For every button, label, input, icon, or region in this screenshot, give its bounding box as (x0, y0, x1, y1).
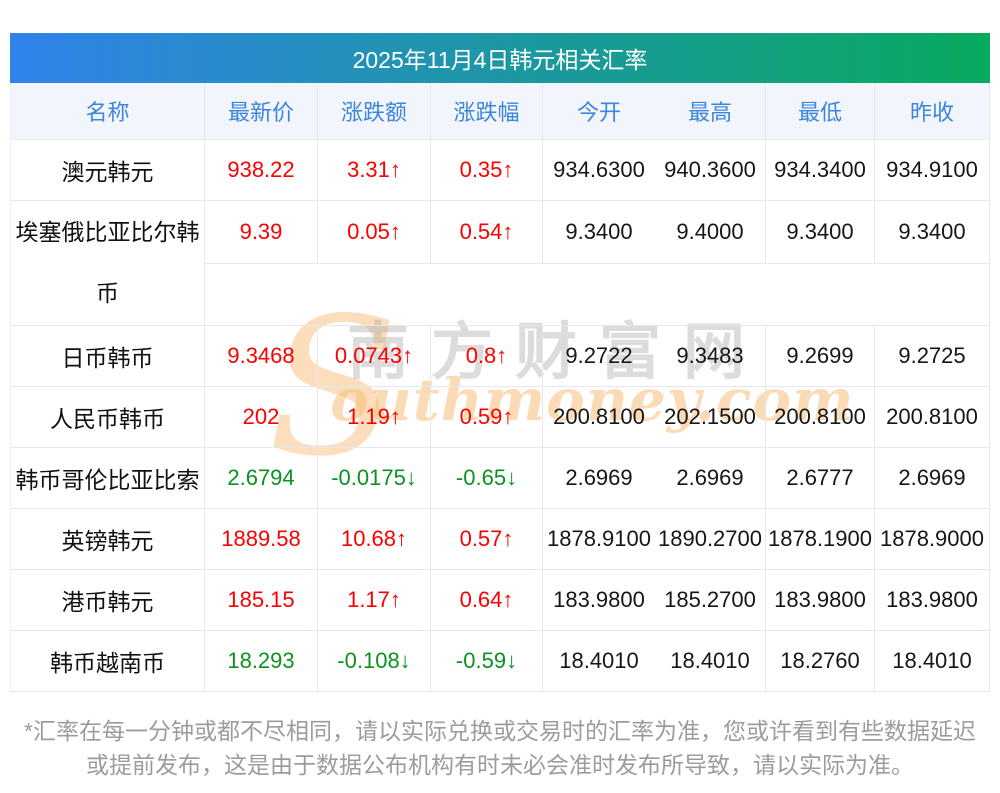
last-price-cell: 1889.58 (205, 509, 318, 569)
header-cell: 最低 (766, 83, 875, 139)
open-cell: 1878.9100 (547, 526, 651, 551)
change-amount-cell: 1.17↑ (318, 570, 431, 630)
last-price-cell: 185.15 (205, 570, 318, 630)
name-cell: 澳元韩元 (11, 140, 205, 200)
low-cell: 9.3400 (766, 201, 875, 263)
high-cell: 18.4010 (655, 631, 766, 691)
open-cell: 9.3400 (565, 219, 633, 244)
table-row: 英镑韩元 1889.58 10.68↑ 0.57↑ 1878.9100 1890.2700… (11, 509, 989, 570)
table-row: 人民币韩币 202 1.19↑ 0.59↑ 200.8100 202.1500 200.81… (11, 387, 989, 448)
low-cell: 934.3400 (766, 140, 875, 200)
change-percent-cell: 0.64↑ (431, 570, 543, 630)
header-cell: 昨收 (909, 100, 954, 125)
last-price-cell: 2.6794 (205, 448, 318, 508)
header-cell: 最新价 (205, 83, 318, 139)
prev-close-cell: 934.9100 (886, 157, 978, 182)
name-cell: 港币韩元 (11, 570, 205, 630)
name-cell: 日币韩币 (11, 326, 205, 386)
low-cell: 200.8100 (766, 387, 875, 447)
high-cell: 1890.2700 (655, 509, 766, 569)
open-cell: 934.6300 (553, 157, 645, 182)
high-cell: 202.1500 (655, 387, 766, 447)
table-row: 韩币越南币 18.293 -0.108↓ -0.59↓ 18.4010 18.4010 18… (11, 631, 989, 692)
low-cell: 9.2699 (766, 326, 875, 386)
header-cell: 最高 (655, 83, 766, 139)
high-cell: 9.3483 (655, 326, 766, 386)
change-percent-cell: 0.57↑ (431, 509, 543, 569)
name-cell: 英镑韩元 (11, 509, 205, 569)
high-cell: 2.6969 (655, 448, 766, 508)
change-amount-cell: 0.0743↑ (318, 326, 431, 386)
name-cell: 韩币哥伦比亚比索 (11, 448, 205, 508)
page-title: 2025年11月4日韩元相关汇率 (10, 33, 990, 83)
table-row: 澳元韩元 938.22 3.31↑ 0.35↑ 934.6300 940.3600 934.… (11, 140, 989, 201)
prev-close-cell: 2.6969 (898, 465, 966, 490)
table-row: 日币韩币 9.3468 0.0743↑ 0.8↑ 9.2722 9.3483 9.2699 9… (11, 326, 989, 387)
name-cell: 韩币越南币 (11, 631, 205, 691)
open-cell: 183.9800 (553, 587, 645, 612)
last-price-cell: 9.3468 (205, 326, 318, 386)
name-cell: 埃塞俄比亚比尔韩币 (11, 201, 205, 325)
last-price-cell: 202 (205, 387, 318, 447)
table-row: 韩币哥伦比亚比索 2.6794 -0.0175↓ -0.65↓ 2.6969 2.6969… (11, 448, 989, 509)
high-cell: 940.3600 (655, 140, 766, 200)
header-cell: 今开 (576, 100, 621, 125)
change-amount-cell: 10.68↑ (318, 509, 431, 569)
prev-close-cell: 18.4010 (892, 648, 972, 673)
change-percent-cell: 0.8↑ (431, 326, 543, 386)
open-cell: 200.8100 (553, 404, 645, 429)
low-cell: 1878.1900 (766, 509, 875, 569)
prev-close-cell: 183.9800 (886, 587, 978, 612)
change-amount-cell: 3.31↑ (318, 140, 431, 200)
open-cell: 9.2722 (565, 343, 633, 368)
last-price-cell: 18.293 (205, 631, 318, 691)
prev-close-cell: 1878.9000 (880, 526, 984, 551)
table-row: 港币韩元 185.15 1.17↑ 0.64↑ 183.9800 185.2700 183.… (11, 570, 989, 631)
name-cell: 人民币韩币 (11, 387, 205, 447)
prev-close-cell: 9.2725 (898, 343, 966, 368)
change-percent-cell: -0.65↓ (431, 448, 543, 508)
low-cell: 18.2760 (766, 631, 875, 691)
prev-close-cell: 200.8100 (886, 404, 978, 429)
header-cell: 涨跌额 (318, 83, 431, 139)
open-cell: 18.4010 (559, 648, 639, 673)
disclaimer-note: *汇率在每一分钟或都不尽相同，请以实际兑换或交易时的汇率为准，您或许看到有些数据… (24, 718, 976, 778)
high-cell: 9.4000 (655, 201, 766, 263)
low-cell: 183.9800 (766, 570, 875, 630)
change-percent-cell: 0.35↑ (431, 140, 543, 200)
header-cell: 名称 (11, 83, 205, 139)
header-cell: 涨跌幅 (431, 83, 543, 139)
change-amount-cell: 1.19↑ (318, 387, 431, 447)
change-percent-cell: -0.59↓ (431, 631, 543, 691)
low-cell: 2.6777 (766, 448, 875, 508)
table-row: 埃塞俄比亚比尔韩币 9.39 0.05↑ 0.54↑ 9.3400 9.4000 9.340… (11, 201, 989, 326)
empty-cell (205, 264, 989, 325)
last-price-cell: 938.22 (205, 140, 318, 200)
high-cell: 185.2700 (655, 570, 766, 630)
change-amount-cell: -0.108↓ (318, 631, 431, 691)
change-percent-cell: 0.54↑ (431, 201, 543, 263)
prev-close-cell: 9.3400 (898, 219, 966, 244)
change-percent-cell: 0.59↑ (431, 387, 543, 447)
change-amount-cell: 0.05↑ (318, 201, 431, 263)
table-container: 2025年11月4日韩元相关汇率 名称 最新价 涨跌额 涨跌幅 今开 最高 最低 昨收 澳元韩… (10, 33, 990, 782)
change-amount-cell: -0.0175↓ (318, 448, 431, 508)
open-cell: 2.6969 (565, 465, 633, 490)
table-body: 澳元韩元 938.22 3.31↑ 0.35↑ 934.6300 940.3600 934.… (11, 140, 989, 692)
last-price-cell: 9.39 (205, 201, 318, 263)
header-row: 名称 最新价 涨跌额 涨跌幅 今开 最高 最低 昨收 (11, 83, 989, 140)
rates-table: 名称 最新价 涨跌额 涨跌幅 今开 最高 最低 昨收 澳元韩元 938.22 3.31↑ 0.35↑… (10, 83, 990, 692)
